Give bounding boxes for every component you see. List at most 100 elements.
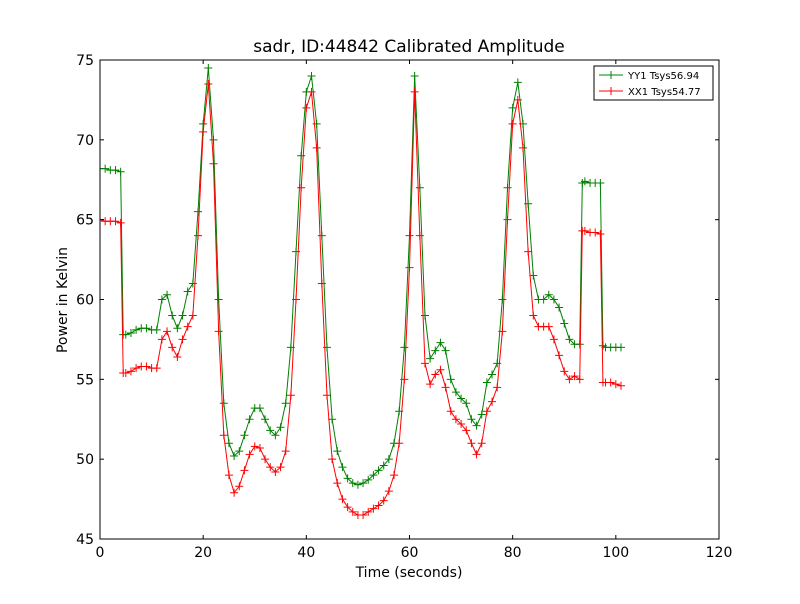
data-point (498, 327, 507, 336)
data-point (353, 480, 362, 489)
axes: 0 20 40 60 80 100 120 45 50 55 60 65 70 75 (76, 53, 732, 561)
data-point (132, 364, 141, 373)
y-tick-label: 50 (76, 452, 94, 468)
data-point (188, 279, 197, 288)
x-tick-label: 100 (602, 545, 629, 561)
data-point (596, 230, 605, 239)
legend-entry: YY1 Tsys56.94 (599, 71, 699, 82)
data-point (364, 507, 373, 516)
data-point (214, 327, 223, 336)
y-tick-label: 70 (76, 133, 94, 149)
plot-area (100, 63, 625, 520)
data-point (359, 511, 368, 520)
data-point (152, 325, 161, 334)
data-point (121, 330, 130, 339)
data-point (426, 380, 435, 389)
data-point (163, 327, 172, 336)
data-point (271, 467, 280, 476)
data-point (410, 87, 419, 96)
data-point (199, 127, 208, 136)
data-point (261, 415, 270, 424)
data-point (596, 178, 605, 187)
y-tick-label: 55 (76, 372, 94, 388)
data-point (451, 388, 460, 397)
data-point (255, 443, 264, 452)
y-axis-label: Power in Kelvin (55, 247, 71, 353)
data-point (503, 215, 512, 224)
data-point (477, 410, 486, 419)
data-point (544, 322, 553, 331)
data-point (286, 391, 295, 400)
x-tick-label: 60 (401, 545, 419, 561)
data-point (116, 218, 125, 227)
data-point (591, 228, 600, 237)
data-point (580, 226, 589, 235)
data-point (194, 231, 203, 240)
legend-marker (607, 71, 615, 79)
data-point (281, 447, 290, 456)
data-point (384, 455, 393, 464)
legend-box (593, 65, 714, 101)
data-point (178, 335, 187, 344)
data-point (441, 346, 450, 355)
x-tick-label: 0 (96, 545, 105, 561)
data-point (508, 103, 517, 112)
data-point (395, 439, 404, 448)
data-point (518, 143, 527, 152)
data-point (230, 488, 239, 497)
y-tick-label: 75 (76, 53, 94, 69)
data-point (616, 343, 625, 352)
data-point (555, 303, 564, 312)
data-point (529, 271, 538, 280)
data-point (121, 368, 130, 377)
data-point (472, 450, 481, 459)
data-point (126, 367, 135, 376)
data-point (457, 394, 466, 403)
data-point (549, 335, 558, 344)
data-point (580, 177, 589, 186)
data-point (384, 487, 393, 496)
data-point (472, 421, 481, 430)
data-point (250, 442, 259, 451)
data-point (322, 391, 331, 400)
data-point (431, 346, 440, 355)
data-point (219, 431, 228, 440)
data-point (369, 504, 378, 513)
data-point (338, 463, 347, 472)
data-point (338, 495, 347, 504)
data-point (488, 370, 497, 379)
data-point (482, 378, 491, 387)
data-point (209, 135, 218, 144)
data-point (204, 79, 213, 88)
data-point (173, 352, 182, 361)
data-point (302, 103, 311, 112)
data-point (116, 167, 125, 176)
y-tick-label: 65 (76, 213, 94, 229)
data-point (436, 365, 445, 374)
data-point (400, 343, 409, 352)
data-point (405, 263, 414, 272)
data-point (204, 63, 213, 72)
data-point (224, 439, 233, 448)
data-point (111, 217, 120, 226)
data-point (431, 370, 440, 379)
data-point (441, 383, 450, 392)
series-group (100, 63, 625, 520)
y-tick-label: 60 (76, 293, 94, 309)
data-point (276, 463, 285, 472)
data-point (209, 159, 218, 168)
data-point (307, 71, 316, 80)
data-point (163, 290, 172, 299)
data-point (281, 399, 290, 408)
data-point (173, 324, 182, 333)
data-point (183, 287, 192, 296)
data-point (333, 479, 342, 488)
data-point (297, 151, 306, 160)
data-point (482, 407, 491, 416)
data-point (446, 375, 455, 384)
data-point (348, 507, 357, 516)
data-point (575, 340, 584, 349)
data-point (142, 324, 151, 333)
data-point (317, 231, 326, 240)
data-point (255, 404, 264, 413)
